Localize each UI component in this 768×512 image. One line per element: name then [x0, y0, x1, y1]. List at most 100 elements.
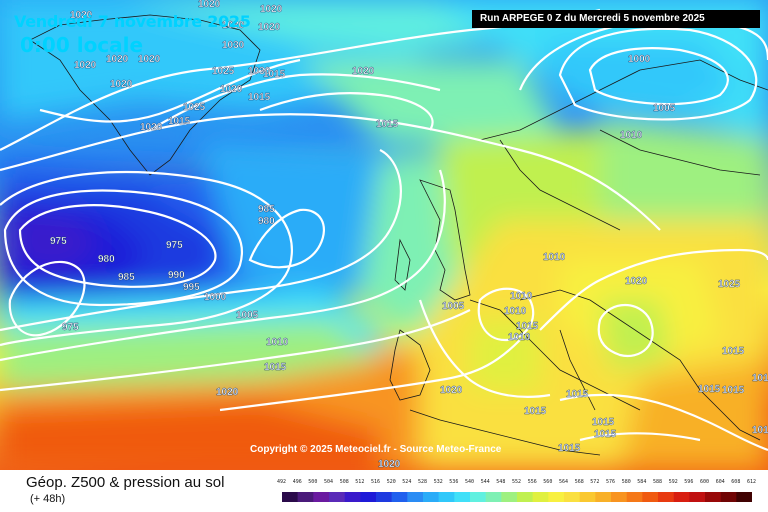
- isobar-pressure-label: 1020: [378, 459, 401, 470]
- colorbar-swatch: [517, 492, 533, 502]
- isobar-pressure-label: 1025: [183, 102, 206, 113]
- isobar-pressure-label: 1025: [212, 66, 235, 77]
- colorbar-swatch: [344, 492, 361, 502]
- colorbar-swatch: [297, 492, 314, 502]
- isobar-pressure-label: 975: [62, 322, 79, 333]
- isobar-pressure-label: 1030: [248, 66, 271, 77]
- colorbar-swatch: [423, 492, 439, 502]
- colorbar-tick-label: 612: [747, 479, 757, 485]
- isobar-pressure-label: 1010: [510, 291, 533, 302]
- colorbar-tick-label: 504: [324, 479, 334, 485]
- isobar-pressure-label: 980: [258, 216, 275, 227]
- colorbar-tick-label: 492: [277, 479, 287, 485]
- isobar-pressure-label: 980: [98, 254, 115, 265]
- isobar-pressure-label: 1015: [263, 69, 286, 80]
- colorbar-swatch: [689, 492, 706, 502]
- isobar-pressure-label: 1015: [248, 92, 271, 103]
- isobar-pressure-label: 1010: [504, 306, 527, 317]
- isobar-pressure-label: 1030: [222, 20, 245, 31]
- isobar-pressure-label: 1020: [625, 276, 648, 287]
- isobar-pressure-label: 1020: [70, 10, 93, 21]
- isobar-pressure-label: 985: [258, 204, 275, 215]
- colorbar-tick-label: 552: [512, 479, 522, 485]
- colorbar-swatch: [611, 492, 627, 502]
- colorbar-tick-label: 588: [653, 479, 663, 485]
- colorbar-swatch: [564, 492, 580, 502]
- isobar-pressure-label: 1010: [620, 130, 643, 141]
- colorbar-tick-label: 604: [715, 479, 725, 485]
- colorbar-swatch: [313, 492, 330, 502]
- colorbar-tick-label: 512: [355, 479, 365, 485]
- colorbar-tick-label: 548: [496, 479, 506, 485]
- isobar-pressure-label: 1020: [74, 60, 97, 71]
- isobar-pressure-label: 1005: [442, 301, 465, 312]
- isobar-pressure-label: 1020: [440, 385, 463, 396]
- colorbar-tick-label: 556: [527, 479, 537, 485]
- colorbar-swatch: [626, 492, 643, 502]
- colorbar-swatch: [282, 492, 298, 502]
- isobar-pressure-label: 1000: [204, 292, 227, 303]
- copyright-notice: Copyright © 2025 Meteociel.fr - Source M…: [250, 444, 502, 455]
- colorbar-swatch: [595, 492, 612, 502]
- colorbar-swatch: [720, 492, 737, 502]
- colorbar-swatch: [579, 492, 596, 502]
- isobar-pressure-label: 1020: [198, 0, 221, 10]
- colorbar-swatch: [532, 492, 549, 502]
- colorbar-swatch: [642, 492, 659, 502]
- colorbar-tick-label: 520: [386, 479, 396, 485]
- colorbar-tick-label: 608: [731, 479, 741, 485]
- isobar-pressure-label: 995: [183, 282, 200, 293]
- isobar-pressure-label: 1015: [566, 389, 589, 400]
- isobar-pressure-label: 1015: [558, 443, 581, 454]
- colorbar-swatch: [438, 492, 455, 502]
- isobar-pressure-label: 1015: [752, 425, 768, 436]
- isobar-pressure-label: 1010: [266, 337, 289, 348]
- isobar-pressure-label: 1015: [752, 373, 768, 384]
- forecast-date: Vendredi 7 novembre 2025: [14, 12, 251, 31]
- colorbar-tick-label: 576: [606, 479, 616, 485]
- isobar-pressure-label: 1015: [592, 417, 615, 428]
- isobar-pressure-label: 1020: [106, 54, 129, 65]
- isobar-pressure-label: 1015: [264, 362, 287, 373]
- isobar-pressure-label: 1020: [220, 84, 243, 95]
- isobar-pressure-label: 1015: [594, 429, 617, 440]
- geopotential-field: [0, 0, 768, 470]
- isobar-pressure-label: 1000: [628, 54, 651, 65]
- colorbar-swatch: [391, 492, 408, 502]
- isobar-pressure-label: 1030: [222, 40, 245, 51]
- colorbar-swatch: [360, 492, 377, 502]
- colorbar-tick-label: 528: [418, 479, 428, 485]
- colorbar-tick-label: 508: [339, 479, 349, 485]
- isobar-pressure-label: 1025: [718, 279, 741, 290]
- isobar-pressure-label: 985: [118, 272, 135, 283]
- colorbar-tick-label: 496: [292, 479, 302, 485]
- isobar-pressure-label: 1015: [722, 385, 745, 396]
- isobar-pressure-label: 1020: [110, 79, 133, 90]
- run-info-banner: Run ARPEGE 0 Z du Mercredi 5 novembre 20…: [472, 10, 760, 28]
- isobar-pressure-label: 1015: [516, 321, 539, 332]
- isobar-pressure-label: 1005: [653, 103, 676, 114]
- isobar-pressure-label: 975: [166, 240, 183, 251]
- colorbar-swatch: [548, 492, 565, 502]
- colorbar-tick-label: 536: [449, 479, 459, 485]
- colorbar-tick-label: 580: [621, 479, 631, 485]
- colorbar-swatch: [470, 492, 486, 502]
- colorbar: [282, 492, 752, 502]
- colorbar-swatch: [736, 492, 752, 502]
- colorbar-tick-label: 596: [684, 479, 694, 485]
- coastlines: [29, 14, 768, 456]
- colorbar-tick-label: 516: [371, 479, 381, 485]
- colorbar-tick-label: 592: [668, 479, 678, 485]
- isobar-pressure-label: 1020: [138, 54, 161, 65]
- map-footer: Géop. Z500 & pression au sol (+ 48h) 492…: [0, 470, 768, 512]
- colorbar-tick-label: 600: [700, 479, 710, 485]
- product-title: Géop. Z500 & pression au sol: [26, 474, 225, 491]
- isobar-pressure-label: 1020: [216, 387, 239, 398]
- colorbar-swatch: [407, 492, 424, 502]
- isobar-pressure-label: 1020: [140, 122, 163, 133]
- isobar-pressure-label: 1015: [168, 116, 191, 127]
- colorbar-tick-label: 544: [480, 479, 490, 485]
- colorbar-tick-label: 584: [637, 479, 647, 485]
